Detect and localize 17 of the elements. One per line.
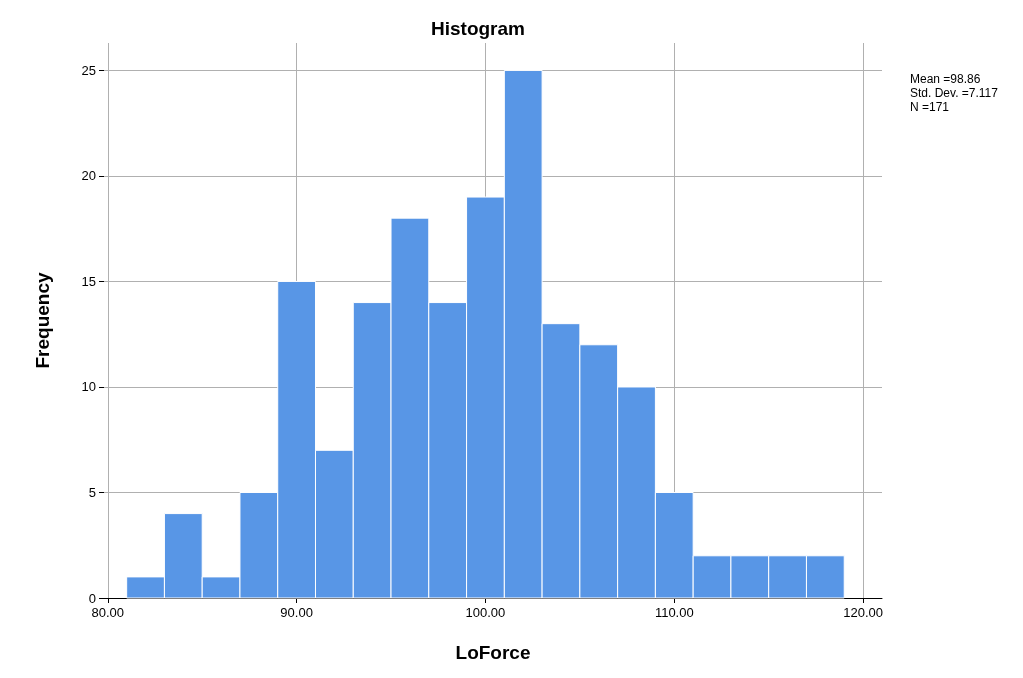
- text: Mean =98.86: [910, 72, 981, 86]
- y-axis-title: Frequency: [32, 272, 53, 369]
- x-tick-label: 80.00: [91, 605, 125, 620]
- x-tick-label: 120.00: [843, 605, 883, 620]
- y-tick-label: 20: [81, 168, 96, 184]
- y-tick-label: 0: [88, 590, 96, 606]
- x-tick-label: 100.00: [465, 605, 506, 620]
- x-axis-title: LoForce: [455, 642, 531, 663]
- text: N =171: [910, 100, 950, 114]
- y-tick-label: 25: [81, 62, 96, 78]
- y-tick-label: 15: [81, 273, 96, 289]
- text: Std. Dev. =7.117: [910, 86, 999, 100]
- chart-title: Histogram: [431, 18, 525, 39]
- y-tick-label: 10: [81, 379, 96, 395]
- y-tick-label: 5: [88, 484, 96, 500]
- x-tick-label: 90.00: [280, 605, 313, 620]
- x-tick-label: 110.00: [654, 605, 694, 620]
